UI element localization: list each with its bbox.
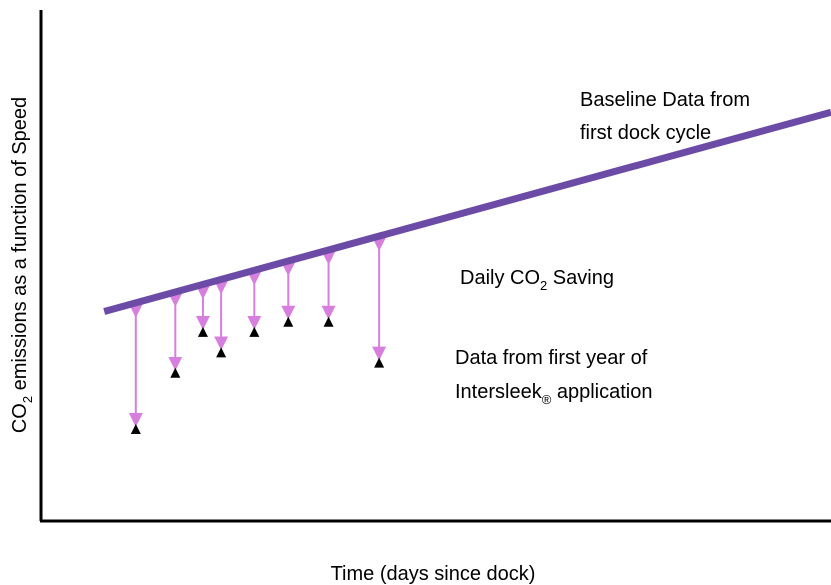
data-points [130, 316, 385, 435]
data-point-1 [130, 424, 141, 435]
saving-arrows [128, 237, 387, 428]
data-label-line2: Intersleek® application [455, 381, 653, 407]
data-point-4 [216, 347, 227, 358]
data-point-7 [323, 316, 334, 327]
saving-label: Daily CO2 Saving [460, 267, 614, 293]
data-point-2 [170, 367, 181, 378]
baseline-label-line2: first dock cycle [580, 122, 711, 144]
y-axis-label: CO2 emissions as a function of Speed [9, 97, 35, 433]
x-axis-label: Time (days since dock) [331, 563, 536, 585]
baseline-label-line1: Baseline Data from [580, 89, 750, 111]
data-point-3 [197, 326, 208, 337]
data-point-6 [283, 316, 294, 327]
data-point-5 [249, 326, 260, 337]
baseline-line [103, 108, 831, 315]
data-point-8 [374, 357, 385, 368]
data-label-line1: Data from first year of [455, 347, 648, 369]
